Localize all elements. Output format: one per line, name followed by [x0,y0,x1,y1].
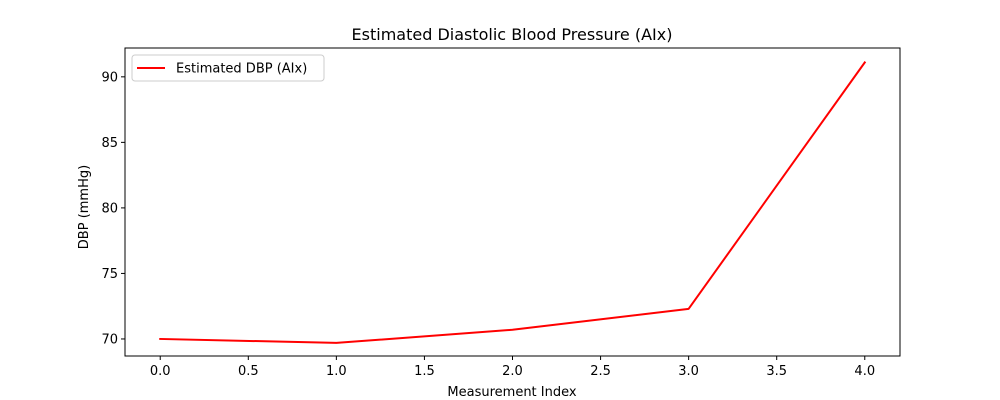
y-tick-label: 85 [101,136,118,151]
x-tick-label: 2.0 [502,364,523,379]
series-line [159,61,867,344]
plot-area: 0.0 0.5 1.0 1.5 2.0 2.5 3.0 3.5 4.0 70 75 80 85 90 Est… [101,47,901,379]
legend: Estimated DBP (AIx) [131,54,325,82]
y-tick-label: 75 [101,267,118,282]
chart-title: Estimated Diastolic Blood Pressure (AIx) [352,25,673,44]
x-tick-label: 1.5 [414,364,435,379]
y-tick-label: 70 [101,332,118,347]
legend-box [131,54,325,82]
x-tick-label: 4.0 [854,364,875,379]
legend-label: Estimated DBP (AIx) [176,62,307,77]
x-tick-label: 1.0 [326,364,347,379]
y-tick-label: 80 [101,201,118,216]
x-tick-label: 2.5 [590,364,611,379]
plot-frame [124,47,901,357]
x-tick-label: 3.0 [678,364,699,379]
x-axis-title: Measurement Index [447,385,576,400]
x-tick-label: 0.5 [238,364,259,379]
x-tick-label: 0.0 [150,364,171,379]
y-tick-label: 90 [101,70,118,85]
y-axis-title: DBP (mmHg) [77,165,92,249]
x-tick-label: 3.5 [766,364,787,379]
